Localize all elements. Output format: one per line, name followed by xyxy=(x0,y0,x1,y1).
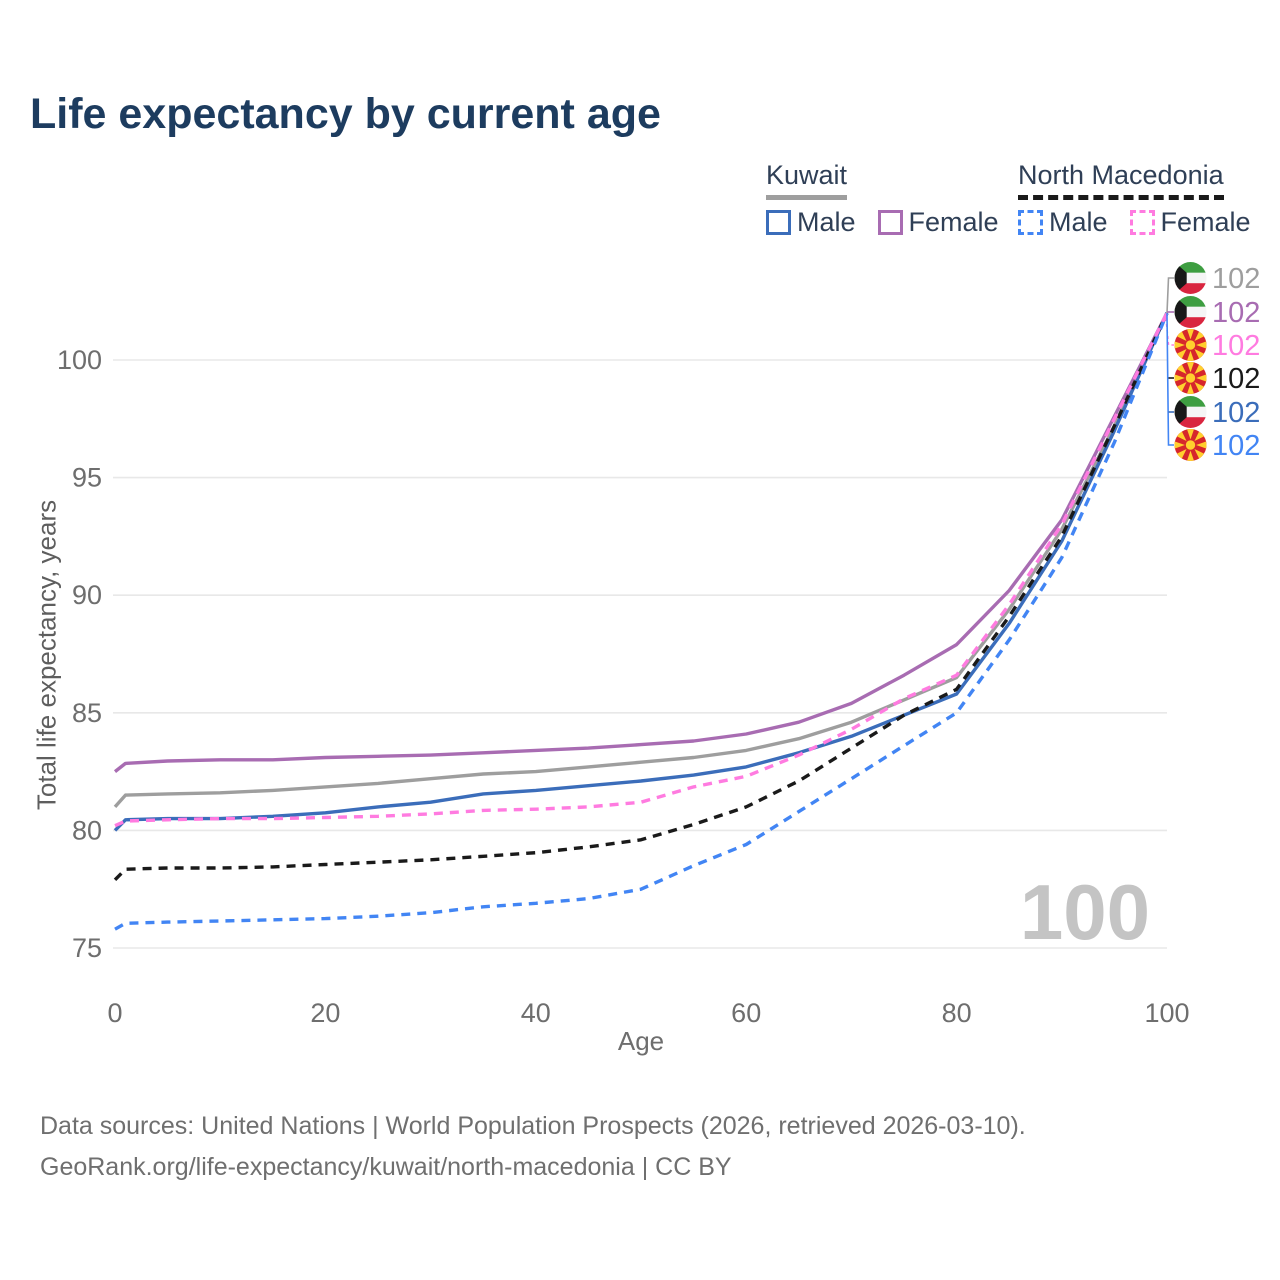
x-tick-label: 20 xyxy=(310,998,340,1028)
flag-stripe xyxy=(1174,283,1207,294)
flag-sun-ray xyxy=(1196,374,1207,382)
kuwait-female-swatch[interactable] xyxy=(877,210,903,235)
flag-sun-ray xyxy=(1175,381,1187,393)
end-value-label: 102 xyxy=(1212,430,1260,462)
series-line-kuwait[interactable] xyxy=(113,312,1169,809)
end-value-label: 102 xyxy=(1212,263,1260,295)
x-tick-label: 100 xyxy=(1144,998,1189,1028)
north-macedonia-male-swatch[interactable] xyxy=(1018,210,1043,235)
kuwait-male-label[interactable]: Male xyxy=(797,207,856,237)
flag-sun-ray xyxy=(1186,429,1195,440)
flag-stripe xyxy=(1174,306,1207,318)
x-tick-label: 80 xyxy=(942,998,972,1028)
flag-sun-ray xyxy=(1175,348,1187,360)
footer-sources: Data sources: United Nations | World Pop… xyxy=(40,1112,1026,1140)
flag-stripe xyxy=(1174,396,1207,407)
x-tick-label: 40 xyxy=(521,998,551,1028)
flag-trapezoid xyxy=(1174,296,1187,328)
north-macedonia-female-label[interactable]: Female xyxy=(1160,207,1251,237)
legend-country-kuwait[interactable]: Kuwait xyxy=(766,160,848,200)
legend-group-north-macedonia: North Macedonia Male Female xyxy=(1018,160,1251,238)
annotation-connector xyxy=(1166,313,1174,446)
flag-stripe xyxy=(1174,262,1207,273)
flag-sun-ray xyxy=(1194,363,1206,375)
legend-country-north-macedonia[interactable]: North Macedonia xyxy=(1018,160,1224,200)
flag-sun-ray xyxy=(1194,430,1206,442)
y-tick-label: 90 xyxy=(72,580,102,610)
flag-trapezoid xyxy=(1174,396,1187,428)
series-line-kuwait-female[interactable] xyxy=(113,312,1169,773)
x-axis-title: Age xyxy=(617,1026,665,1056)
legend-group-kuwait: Kuwait Male Female xyxy=(766,160,999,238)
north-macedonia-flag-icon xyxy=(1174,329,1207,361)
flag-sun-ray xyxy=(1175,330,1187,342)
chart-title: Life expectancy by current age xyxy=(30,90,661,138)
flag-sun-ray xyxy=(1194,448,1206,460)
annotation-connector xyxy=(1165,317,1174,346)
kuwait-flag-icon xyxy=(1174,396,1207,428)
end-value-label: 102 xyxy=(1212,297,1260,329)
x-tick-label: 60 xyxy=(731,998,761,1028)
flag-sun-ray xyxy=(1196,341,1207,349)
north-macedonia-flag-icon xyxy=(1174,362,1207,394)
flag-sun-ray xyxy=(1174,374,1185,382)
flag-sun-ray xyxy=(1186,362,1195,373)
flag-stripe xyxy=(1174,406,1207,418)
flag-sun-ray xyxy=(1194,348,1206,360)
series-line-kuwait-male[interactable] xyxy=(113,312,1169,832)
flag-trapezoid xyxy=(1174,262,1187,294)
y-tick-label: 80 xyxy=(72,815,102,845)
north-macedonia-male-label[interactable]: Male xyxy=(1049,207,1108,237)
flag-sun-ray xyxy=(1174,341,1185,349)
y-tick-label: 85 xyxy=(72,698,102,728)
flag-sun-disk xyxy=(1185,373,1196,383)
flag-stripe xyxy=(1174,417,1207,428)
end-value-label: 102 xyxy=(1212,330,1260,362)
kuwait-male-swatch[interactable] xyxy=(766,210,791,235)
x-tick-label: 0 xyxy=(107,998,122,1028)
kuwait-flag-icon xyxy=(1174,262,1207,294)
annotation-connector xyxy=(1166,277,1174,314)
flag-stripe xyxy=(1174,317,1207,328)
kuwait-flag-icon xyxy=(1174,296,1207,328)
flag-sun-disk xyxy=(1185,440,1196,450)
flag-sun-ray xyxy=(1174,441,1185,449)
y-axis-title: Total life expectancy, years xyxy=(31,499,62,811)
series-line-north-macedonia[interactable] xyxy=(113,312,1169,881)
y-tick-label: 100 xyxy=(57,345,102,375)
flag-stripe xyxy=(1174,296,1207,307)
north-macedonia-flag-icon xyxy=(1174,429,1207,461)
footer: Data sources: United Nations | World Pop… xyxy=(40,1106,1026,1188)
flag-sun-ray xyxy=(1175,448,1187,460)
flag-sun-ray xyxy=(1194,381,1206,393)
north-macedonia-female-swatch[interactable] xyxy=(1129,210,1155,235)
series-line-north-macedonia-male[interactable] xyxy=(114,312,1169,931)
flag-sun-ray xyxy=(1196,441,1207,449)
series-line-north-macedonia-female[interactable] xyxy=(114,312,1169,828)
footer-attribution: GeoRank.org/life-expectancy/kuwait/north… xyxy=(40,1153,732,1181)
age-watermark: 100 xyxy=(1019,868,1150,956)
end-value-label: 102 xyxy=(1212,363,1260,395)
flag-sun-ray xyxy=(1175,363,1187,375)
flag-sun-ray xyxy=(1186,450,1195,461)
y-tick-label: 75 xyxy=(72,933,102,963)
flag-sun-disk xyxy=(1185,340,1196,350)
flag-sun-ray xyxy=(1186,350,1195,361)
flag-sun-ray xyxy=(1194,330,1206,342)
y-tick-label: 95 xyxy=(72,463,102,493)
flag-stripe xyxy=(1174,272,1207,284)
end-value-label: 102 xyxy=(1212,397,1260,429)
flag-sun-ray xyxy=(1186,329,1195,340)
kuwait-female-label[interactable]: Female xyxy=(908,207,999,237)
flag-sun-ray xyxy=(1175,430,1187,442)
flag-sun-ray xyxy=(1186,383,1195,394)
